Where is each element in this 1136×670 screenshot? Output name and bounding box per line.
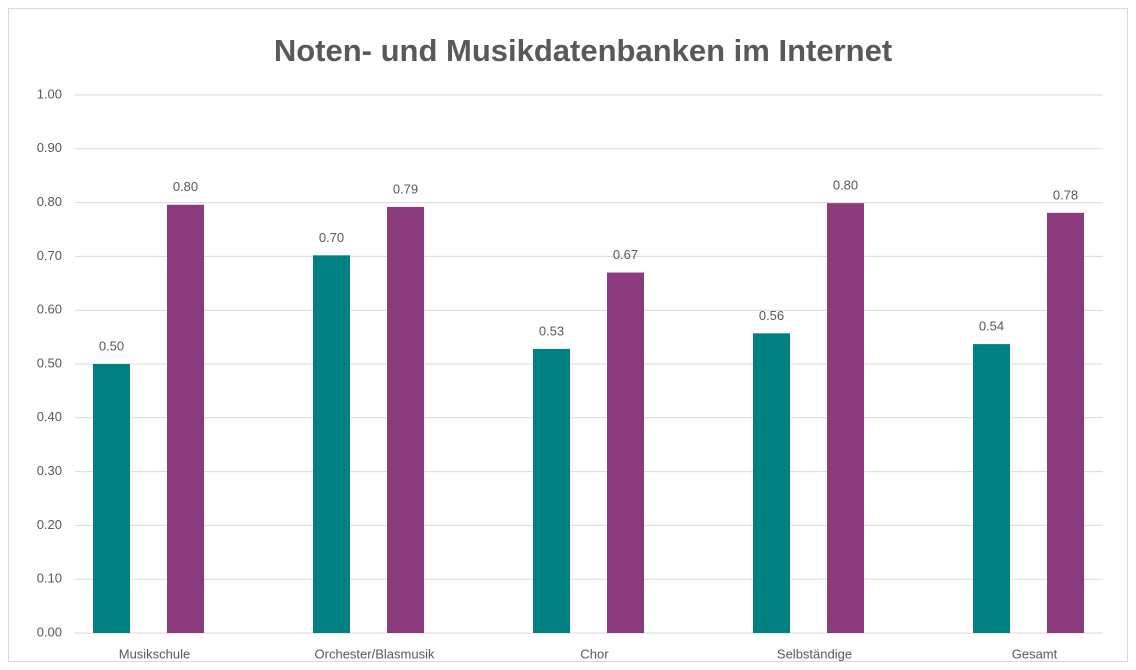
x-tick-label: Orchester/Blasmusik	[315, 646, 435, 661]
x-tick-label: Chor	[580, 646, 609, 661]
y-tick-label: 1.00	[37, 86, 62, 101]
y-tick-label: 0.50	[37, 355, 62, 370]
bar	[607, 272, 644, 633]
data-label: 0.80	[833, 178, 858, 193]
bar	[387, 206, 424, 634]
bar	[973, 344, 1010, 633]
y-tick-label: 0.20	[37, 517, 62, 532]
x-tick-label: Selbständige	[777, 646, 852, 661]
x-tick-label: Musikschule	[119, 646, 191, 661]
bar	[533, 348, 570, 633]
bar	[93, 364, 130, 633]
y-tick-label: 0.40	[37, 409, 62, 424]
bar	[313, 255, 350, 633]
data-label: 0.78	[1053, 187, 1078, 202]
data-label: 0.54	[979, 319, 1004, 334]
data-label: 0.80	[173, 179, 198, 194]
data-label: 0.50	[99, 338, 124, 353]
data-label: 0.79	[393, 181, 418, 196]
bar	[753, 333, 790, 633]
bar	[167, 204, 204, 633]
x-tick-label: Gesamt	[1012, 646, 1058, 661]
data-label: 0.70	[319, 230, 344, 245]
data-label: 0.53	[539, 323, 564, 338]
data-label: 0.67	[613, 247, 638, 262]
chart-title: Noten- und Musikdatenbanken im Internet	[274, 33, 892, 68]
y-tick-label: 0.70	[37, 248, 62, 263]
y-tick-label: 0.30	[37, 463, 62, 478]
y-tick-label: 0.90	[37, 140, 62, 155]
y-tick-label: 0.00	[37, 624, 62, 639]
data-label: 0.56	[759, 308, 784, 323]
y-tick-label: 0.10	[37, 571, 62, 586]
bar	[1047, 212, 1084, 633]
y-tick-label: 0.80	[37, 194, 62, 209]
y-tick-label: 0.60	[37, 302, 62, 317]
bar	[827, 203, 864, 633]
